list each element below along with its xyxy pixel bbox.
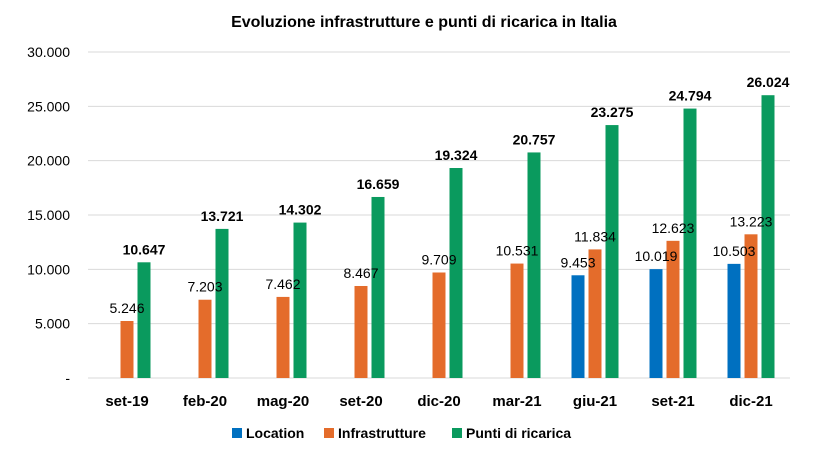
bar-infrastrutture xyxy=(198,299,212,378)
data-label: 24.794 xyxy=(669,88,712,104)
bar-punti-di-ricarica xyxy=(527,152,541,378)
bar-punti-di-ricarica xyxy=(371,196,385,378)
bar-infrastrutture xyxy=(666,240,680,378)
bar-infrastrutture xyxy=(432,272,446,378)
x-tick-label: dic-20 xyxy=(417,393,460,410)
chart-title: Evoluzione infrastrutture e punti di ric… xyxy=(231,14,617,31)
y-tick-label: 15.000 xyxy=(27,207,70,223)
y-tick-label: 20.000 xyxy=(27,153,70,169)
data-label: 7.203 xyxy=(187,279,222,295)
data-label: 10.019 xyxy=(635,248,678,264)
y-tick-label: - xyxy=(65,370,70,386)
x-tick-label: set-21 xyxy=(651,393,694,410)
legend-label: Infrastrutture xyxy=(338,425,426,441)
bar-punti-di-ricarica xyxy=(683,108,697,378)
x-tick-label: feb-20 xyxy=(183,393,227,410)
bar-infrastrutture xyxy=(510,263,524,378)
data-label: 8.467 xyxy=(343,265,378,281)
bar-punti-di-ricarica xyxy=(761,95,775,378)
data-label: 12.623 xyxy=(652,220,695,236)
x-tick-label: set-19 xyxy=(105,393,148,410)
y-tick-label: 10.000 xyxy=(27,261,70,277)
x-axis-ticks: set-19 feb-20 mag-20 set-20 dic-20 mar-21 giu-… xyxy=(105,393,772,410)
y-tick-label: 25.000 xyxy=(27,98,70,114)
data-label: 10.647 xyxy=(123,241,166,257)
data-label: 9.453 xyxy=(560,254,595,270)
legend-swatch xyxy=(452,428,462,438)
data-label: 5.246 xyxy=(109,300,144,316)
bar-punti-di-ricarica xyxy=(293,222,307,378)
bar-punti-di-ricarica xyxy=(215,228,229,378)
legend-swatch xyxy=(232,428,242,438)
bar-location xyxy=(727,263,741,378)
bar-punti-di-ricarica xyxy=(137,262,151,378)
x-tick-label: giu-21 xyxy=(573,393,617,410)
bar-location xyxy=(571,275,585,378)
bar-infrastrutture xyxy=(276,296,290,378)
x-tick-label: mar-21 xyxy=(492,393,541,410)
x-tick-label: mag-20 xyxy=(257,393,310,410)
data-label: 13.721 xyxy=(201,208,244,224)
bar-infrastrutture xyxy=(588,249,602,378)
bar-location xyxy=(649,269,663,378)
bar-punti-di-ricarica xyxy=(605,125,619,378)
data-label: 20.757 xyxy=(513,131,556,147)
legend: Location Infrastrutture Punti di ricarica xyxy=(232,425,571,441)
data-labels: 5.246 10.647 7.203 13.721 7.462 14.302 8.467 16… xyxy=(109,74,789,316)
data-label: 10.503 xyxy=(713,243,756,259)
bar-infrastrutture xyxy=(744,234,758,378)
y-tick-label: 5.000 xyxy=(35,316,70,332)
bar-punti-di-ricarica xyxy=(449,168,463,378)
legend-swatch xyxy=(324,428,334,438)
data-label: 14.302 xyxy=(279,202,322,218)
data-label: 16.659 xyxy=(357,176,400,192)
data-label: 23.275 xyxy=(591,104,634,120)
data-label: 10.531 xyxy=(496,243,539,259)
data-label: 7.462 xyxy=(265,276,300,292)
bar-infrastrutture xyxy=(354,285,368,378)
legend-label: Punti di ricarica xyxy=(466,425,571,441)
x-tick-label: set-20 xyxy=(339,393,382,410)
bars xyxy=(120,95,775,378)
x-tick-label: dic-21 xyxy=(729,393,772,410)
data-label: 19.324 xyxy=(435,147,478,163)
data-label: 26.024 xyxy=(747,74,790,90)
data-label: 11.834 xyxy=(574,228,616,244)
bar-infrastrutture xyxy=(120,320,134,378)
y-axis-ticks: - 5.000 10.000 15.000 20.000 25.000 30.000 xyxy=(27,44,70,386)
data-label: 9.709 xyxy=(421,251,456,267)
data-label: 13.223 xyxy=(730,213,773,229)
legend-label: Location xyxy=(246,425,304,441)
y-tick-label: 30.000 xyxy=(27,44,70,60)
